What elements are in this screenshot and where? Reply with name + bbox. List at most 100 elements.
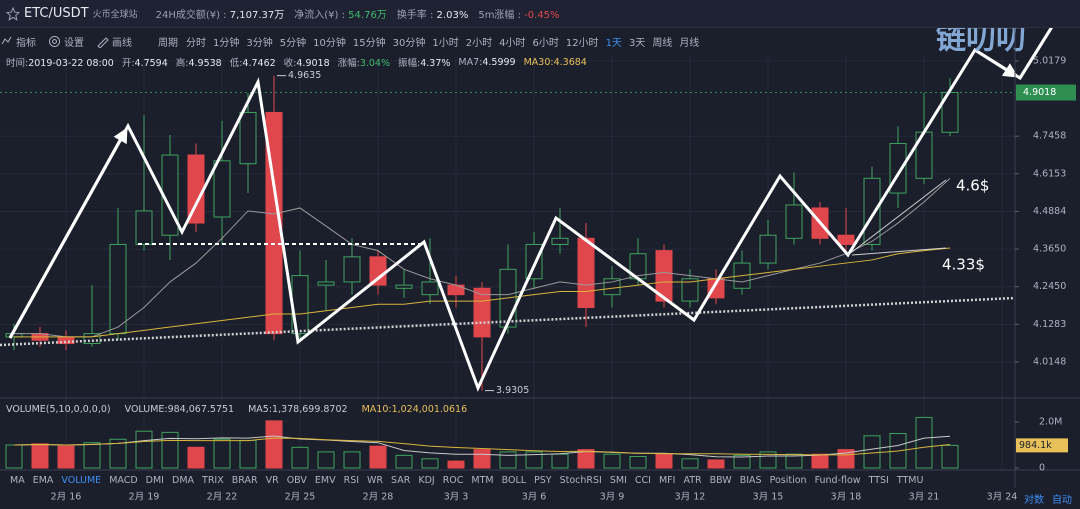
indicator-tab[interactable]: SAR: [391, 474, 411, 486]
period-option[interactable]: 3分钟: [246, 37, 273, 49]
y-tick-label: 4.6153: [1033, 168, 1066, 179]
favorite-icon[interactable]: [6, 6, 20, 21]
x-tick-label: 2月 19: [129, 492, 160, 503]
legend-item: VOLUME(5,10,0,0,0,0): [6, 403, 111, 415]
indicator-tab[interactable]: Fund-flow: [814, 474, 861, 486]
period-option[interactable]: 10分钟: [313, 37, 346, 49]
info-label: MA30:: [523, 56, 554, 68]
indicator-tab[interactable]: ATR: [683, 474, 702, 486]
info-value: 4.3684: [553, 56, 587, 68]
indicator-tab[interactable]: DMI: [145, 474, 164, 486]
toolbar-button[interactable]: 画线: [96, 34, 132, 49]
stat: 换手率 : 2.03%: [397, 6, 469, 21]
indicator-tab[interactable]: PSY: [534, 474, 552, 486]
stat-value: 54.76万: [348, 10, 387, 21]
indicator-tab[interactable]: TRIX: [202, 474, 224, 486]
candle-body: [239, 111, 257, 165]
indicator-tab[interactable]: MFI: [658, 474, 676, 486]
stat: 24H成交额(¥) : 7,107.37万: [156, 6, 285, 21]
arrow-head: [8, 127, 128, 339]
toolbar-button[interactable]: 设置: [48, 34, 84, 49]
toolbar-icon: [1, 36, 12, 44]
toolbar: 指标 设置 画线 周期 分时 1分钟 3分钟 5分钟 10分钟 15分钟 30分钟 1小时 2小时 4小时…: [0, 30, 706, 52]
indicator-tab[interactable]: BBW: [709, 474, 732, 486]
indicator-tab[interactable]: EMV: [314, 474, 336, 486]
indicator-tab[interactable]: CCI: [634, 474, 651, 486]
candle-body: [369, 256, 387, 286]
info-item: 开:4.7594: [122, 55, 168, 69]
info-item: MA7:4.5999: [458, 57, 515, 68]
indicator-tab[interactable]: VOLUME: [61, 474, 102, 486]
legend-item: MA10:1,024,001.0616: [361, 403, 468, 415]
info-item: 高:4.9538: [176, 55, 222, 69]
indicator-tab[interactable]: MA: [10, 474, 25, 486]
info-label: 涨幅:: [337, 58, 360, 69]
period-option[interactable]: 30分钟: [392, 37, 426, 49]
period-option[interactable]: 1小时: [432, 37, 459, 49]
trend-arrows: [8, 5, 1067, 392]
period-option[interactable]: 分时: [186, 37, 206, 49]
volume-bar: [941, 444, 959, 469]
info-value: 4.7462: [242, 58, 276, 69]
period-option[interactable]: 4小时: [499, 37, 526, 49]
info-value: 2019-03-22 08:00: [28, 58, 114, 69]
indicator-tab[interactable]: ROC: [442, 474, 464, 486]
indicator-tab[interactable]: OBV: [286, 474, 307, 486]
candle-body: [655, 250, 673, 302]
indicator-tab[interactable]: RSI: [343, 474, 360, 486]
x-tick-label: 3月 12: [675, 492, 706, 503]
axis-option[interactable]: 对数: [1024, 495, 1044, 506]
indicator-tab[interactable]: SMI: [609, 474, 627, 486]
period-option[interactable]: 1天: [605, 37, 622, 49]
indicator-tab[interactable]: StochRSI: [559, 474, 602, 486]
candle-body: [473, 287, 491, 338]
indicator-tab[interactable]: VR: [265, 474, 279, 486]
indicator-tab[interactable]: TTSI: [868, 474, 889, 486]
indicator-tab[interactable]: EMA: [32, 474, 54, 486]
period-option[interactable]: 15分钟: [352, 37, 386, 49]
toolbar-label: 画线: [112, 37, 132, 49]
volume-bar: [863, 435, 881, 469]
indicator-tab[interactable]: BIAS: [739, 474, 762, 486]
current-volume-tag: [1016, 438, 1068, 453]
period-option[interactable]: 1分钟: [213, 37, 240, 49]
axis-options: 对数 自动: [1024, 491, 1072, 506]
volume-bar: [135, 430, 153, 469]
volume-bar: [811, 453, 829, 469]
volume-bar: [473, 449, 491, 469]
axis-option[interactable]: 自动: [1052, 495, 1072, 506]
indicator-tab[interactable]: KDJ: [418, 474, 435, 486]
toolbar-icon: [49, 35, 60, 47]
period-option[interactable]: 月线: [679, 37, 700, 49]
period-option[interactable]: 5分钟: [279, 37, 307, 49]
indicator-tab[interactable]: Position: [769, 474, 807, 486]
indicator-tab[interactable]: TTMU: [896, 474, 924, 486]
volume-bar: [681, 458, 699, 469]
ma-line: [13, 435, 951, 458]
period-option[interactable]: 3天: [628, 37, 646, 49]
period-option[interactable]: 2小时: [465, 37, 493, 49]
volume-bar: [5, 444, 23, 469]
indicator-tab[interactable]: BRAR: [231, 474, 258, 486]
toolbar-button[interactable]: 指标: [0, 34, 36, 49]
volume-legend: VOLUME(5,10,0,0,0,0) VOLUME:984,067.5751 M…: [6, 402, 481, 416]
volume-bar: [915, 416, 933, 469]
indicator-tab[interactable]: BOLL: [501, 474, 527, 486]
indicator-tab[interactable]: MACD: [109, 474, 138, 486]
volume-bar: [421, 458, 439, 469]
indicator-tab[interactable]: DMA: [172, 474, 195, 486]
toolbar-icon: [97, 36, 109, 48]
indicator-tab[interactable]: MTM: [471, 474, 494, 486]
info-label: 高:: [175, 58, 189, 69]
period-option[interactable]: 12小时: [565, 37, 599, 49]
info-value: 4.7594: [134, 58, 168, 69]
stat-label: 24H成交额(¥) :: [155, 10, 230, 21]
indicator-tab[interactable]: WR: [367, 474, 384, 486]
volume-bar: [707, 459, 725, 469]
x-tick-label: 2月 22: [207, 492, 238, 503]
candle-body: [551, 237, 569, 245]
period-option[interactable]: 6小时: [532, 37, 559, 49]
period-option[interactable]: 周线: [652, 37, 673, 49]
annotation-pointer: [851, 247, 947, 256]
icon-shape: [97, 36, 109, 48]
